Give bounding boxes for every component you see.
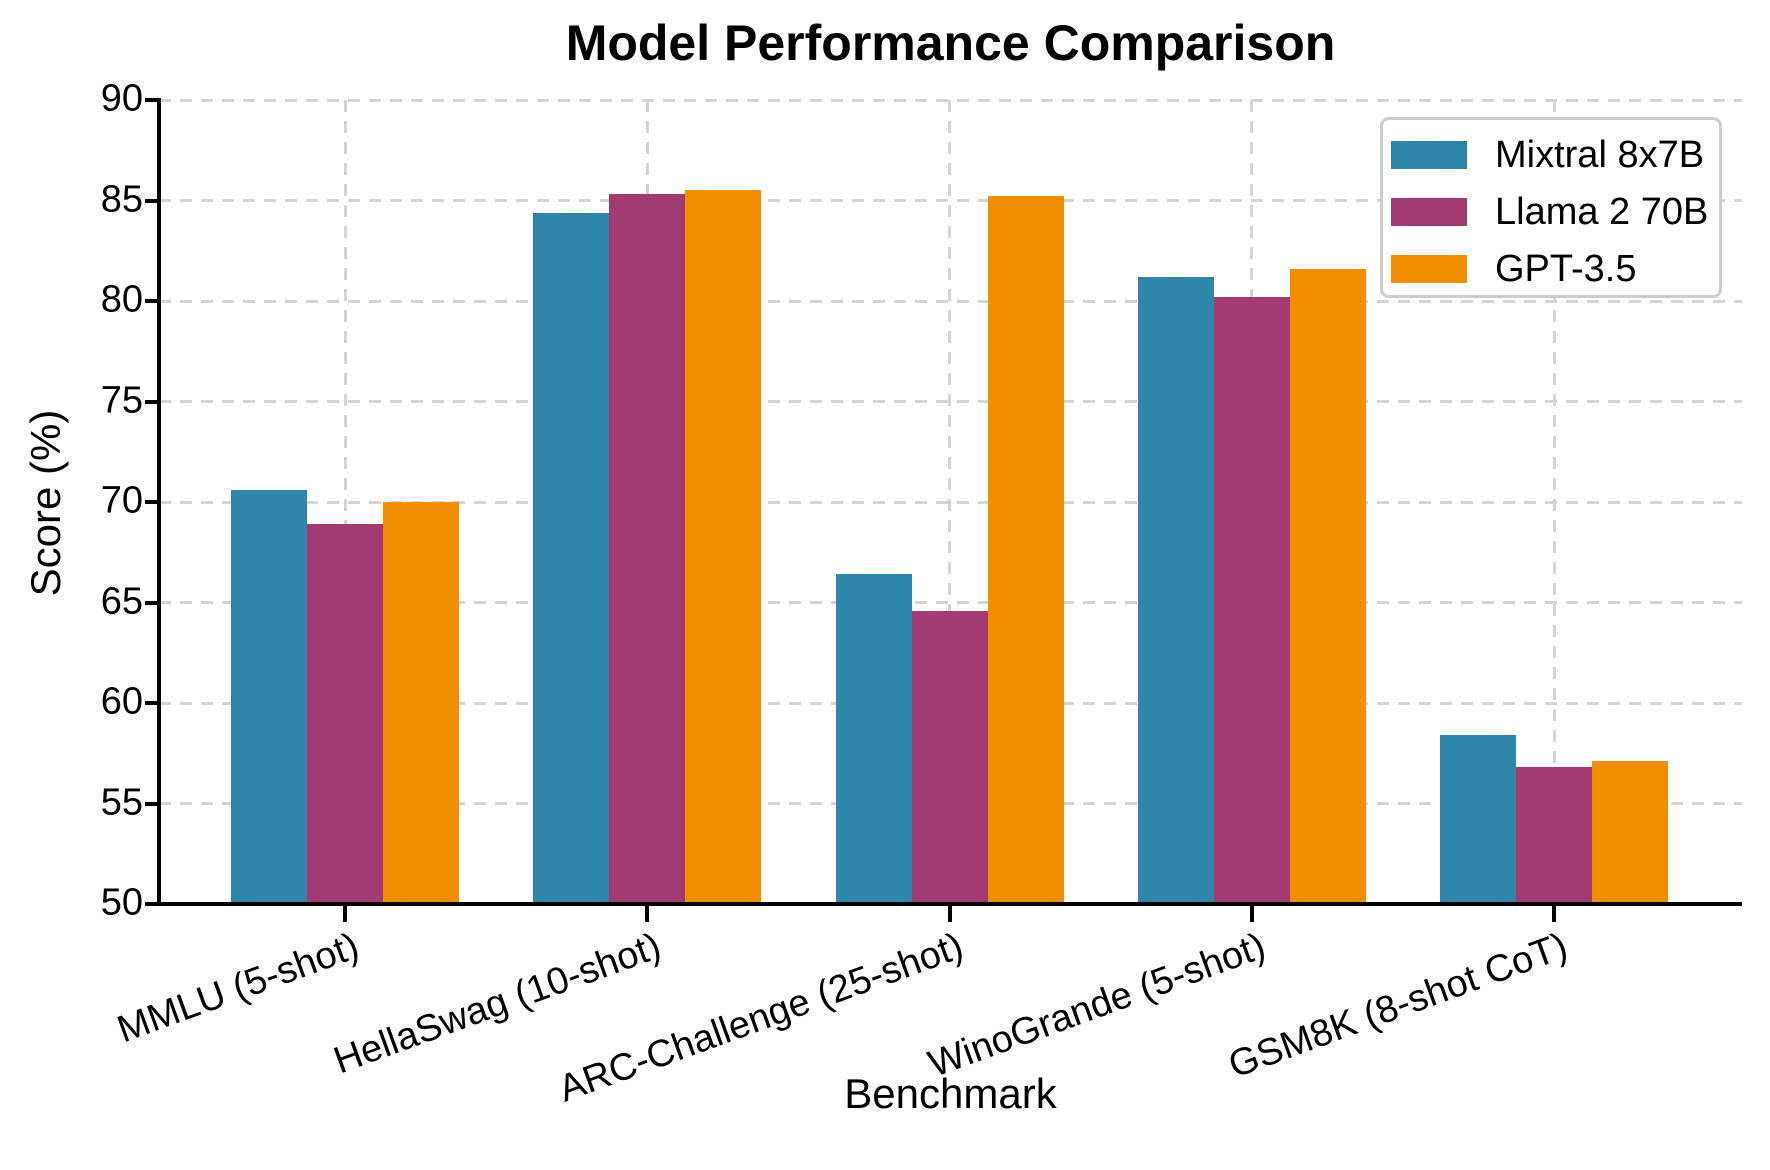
legend-swatch-2 [1391,255,1467,283]
y-tick-mark-70 [145,500,159,504]
x-tick-label-4: GSM8K (8-shot CoT) [1223,925,1574,1087]
y-tick-label-90: 90 [100,77,143,120]
bar-llama-2-70b-3 [1213,296,1290,904]
bar-mixtral-8x7b-2 [835,574,912,904]
y-axis-spine [157,98,161,906]
v-gridline-2 [948,100,951,904]
y-tick-mark-60 [145,701,159,705]
y-tick-label-70: 70 [100,479,143,522]
y-tick-label-75: 75 [100,378,143,421]
v-gridline-0 [343,100,347,904]
chart-title: Model Performance Comparison [565,15,1336,71]
y-tick-label-55: 55 [100,780,143,823]
x-tick-mark-0 [343,904,347,922]
legend-swatch-1 [1391,198,1467,226]
x-tick-mark-3 [1249,904,1254,922]
bar-mixtral-8x7b-0 [231,489,307,904]
y-tick-mark-65 [145,600,159,605]
legend-swatch-0 [1391,141,1467,169]
bar-llama-2-70b-4 [1516,767,1592,904]
bar-gpt-3-5-4 [1592,761,1668,904]
bar-mixtral-8x7b-1 [533,212,610,904]
y-tick-label-80: 80 [100,278,143,321]
bar-gpt-3-5-2 [987,196,1064,904]
bar-mixtral-8x7b-3 [1137,276,1214,904]
y-tick-label-65: 65 [100,579,143,622]
bar-gpt-3-5-1 [685,190,762,904]
y-tick-mark-75 [145,399,159,404]
y-tick-label-85: 85 [100,177,143,220]
legend-label-0: Mixtral 8x7B [1495,134,1705,176]
bar-gpt-3-5-3 [1289,268,1366,904]
y-tick-mark-85 [145,198,159,203]
y-tick-label-60: 60 [100,680,143,723]
bar-mixtral-8x7b-4 [1440,735,1516,904]
x-tick-mark-4 [1552,904,1556,922]
bar-llama-2-70b-1 [609,194,686,904]
x-tick-label-3: WinoGrande (5-shot) [922,925,1271,1086]
bar-llama-2-70b-0 [307,524,383,904]
bar-llama-2-70b-2 [911,610,988,904]
legend-label-1: Llama 2 70B [1495,191,1709,233]
x-tick-mark-1 [645,904,650,922]
y-tick-mark-55 [145,801,159,806]
bar-gpt-3-5-0 [383,502,459,904]
x-axis-label: Benchmark [844,1070,1057,1117]
y-tick-mark-50 [145,902,159,906]
legend-label-2: GPT-3.5 [1495,248,1637,290]
v-gridline-4 [1552,100,1556,904]
x-tick-mark-2 [947,904,952,922]
legend: Mixtral 8x7B Llama 2 70B GPT-3.5 [1380,117,1722,298]
y-tick-mark-90 [145,98,159,102]
y-tick-label-50: 50 [100,881,143,924]
y-tick-mark-80 [145,299,159,303]
x-tick-label-0: MMLU (5-shot) [111,925,365,1052]
